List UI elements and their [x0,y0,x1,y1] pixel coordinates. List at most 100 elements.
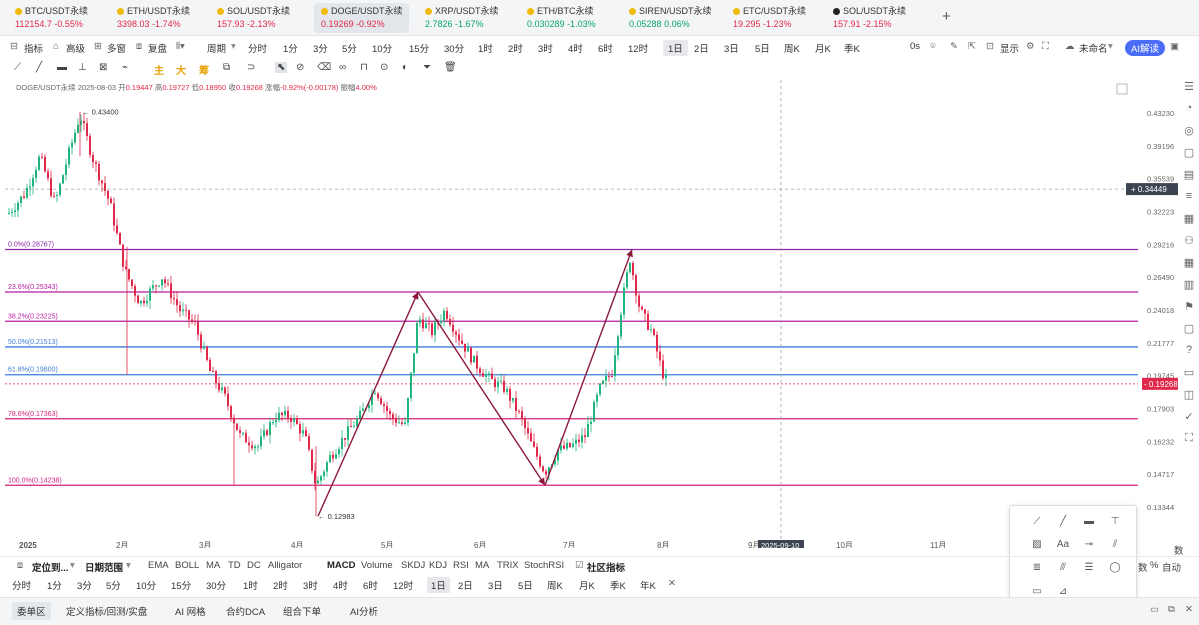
period-bar-button[interactable]: 3日 [488,581,503,592]
period-button[interactable]: 12时 [628,44,649,55]
ellipse-icon[interactable]: ◯ [1109,562,1121,573]
symbol-tab[interactable]: XRP/USDT永续 2.7826 -1.67% [418,3,505,33]
bottom-tab[interactable]: AI分析 [350,607,378,618]
period-button[interactable]: 季K [844,44,860,55]
main-indicator[interactable]: MA [206,560,221,571]
period-bar-button[interactable]: 2日 [458,581,473,592]
horizontal-ray-icon[interactable]: ⊸ [1084,539,1094,550]
period-bar-button[interactable]: 周K [547,581,563,592]
symbol-tab[interactable]: ETH/BTC永续 0.030289 -1.03% [520,3,602,33]
text-block-icon[interactable]: ≣ [1032,562,1042,573]
sub-indicator[interactable]: SKDJ [401,560,426,571]
period-button[interactable]: 周K [784,44,800,55]
indicator-icon[interactable]: ⊟ [10,41,18,52]
multi-window-button[interactable]: 多窗 [107,44,127,55]
main-indicator[interactable]: BOLL [175,560,200,571]
main-force-button[interactable]: 主 [154,66,164,77]
display-button[interactable]: 显示 [1000,44,1020,55]
symbol-tab[interactable]: SIREN/USDT永续 0.05288 0.06% [622,3,718,33]
community-indicators-button[interactable]: 社区指标 [587,563,626,574]
period-bar-button[interactable]: 5日 [518,581,533,592]
period-bar-button[interactable]: 1时 [243,581,258,592]
people-icon[interactable]: ⚇ [1184,235,1194,247]
symbol-tab[interactable]: SOL/USDT永续 157.91 -2.15% [826,3,912,33]
cursor-icon[interactable]: ⬉ [275,62,288,73]
trash-icon[interactable]: 🗑 [444,62,457,73]
grid-icon[interactable]: ▦ [1183,257,1195,269]
period-bar-button[interactable]: 月K [579,581,595,592]
sub-indicator[interactable]: MA [475,560,490,571]
close-icon[interactable]: ✕ [1185,604,1193,615]
symbol-tab[interactable]: SOL/USDT永续 157.93 -2.13% [210,3,296,33]
period-bar-button[interactable]: 5分 [106,581,121,592]
period-button[interactable]: 月K [815,44,831,55]
camera-icon[interactable]: ⌾ [930,41,936,52]
flag-icon[interactable]: ⚑ [1184,301,1194,313]
gear-icon[interactable]: ⚙ [1026,41,1035,52]
period-bar-button[interactable]: 6时 [363,581,378,592]
chat-icon[interactable]: ▢ [1183,147,1195,159]
period-bar-button[interactable]: 年K [640,581,656,592]
line-tool-icon[interactable]: ⟋ [14,62,21,73]
fib-retracement-icon[interactable]: ☰ [1084,562,1094,573]
ray-tool-icon[interactable]: ╱ [36,62,43,73]
period-button[interactable]: 分时 [248,44,268,55]
trend-line-icon[interactable]: ⟋ [1033,516,1041,527]
share-icon[interactable]: ⇱ [968,41,976,52]
watchlist-icon[interactable]: ☰ [1184,81,1194,93]
advanced-button[interactable]: 高级 [66,44,86,55]
rectangle-icon[interactable]: ▭ [1032,586,1042,597]
sub-indicator[interactable]: TRIX [497,560,519,571]
bottom-tab[interactable]: 定义指标/回测/实盘 [66,607,148,618]
visibility-icon[interactable]: ◐ [402,62,409,73]
sub-indicator[interactable]: StochRSI [524,560,565,571]
period-bar-button[interactable]: 1日 [427,577,450,593]
multi-window-icon[interactable]: ⊞ [94,41,102,52]
restore-icon[interactable]: ⧉ [1168,604,1175,615]
period-button[interactable]: 3时 [538,44,553,55]
channel-tool-icon[interactable]: ▬ [57,62,67,73]
image-icon[interactable]: ▨ [1032,539,1042,550]
ray-line-icon[interactable]: ╱ [1059,516,1067,527]
multi-line-icon[interactable]: ⫽ [1112,539,1118,550]
period-button[interactable]: 4时 [568,44,583,55]
chart-type-icon[interactable]: ⫴▾ [176,41,185,52]
period-bar-button[interactable]: 30分 [206,581,227,592]
layout-name[interactable]: 未命名 [1079,44,1108,55]
period-button[interactable]: 10分 [372,44,393,55]
period-button[interactable]: 30分 [444,44,465,55]
calendar-icon[interactable]: ▦ [1183,213,1195,225]
period-button[interactable]: 3日 [724,44,739,55]
brush-tool-icon[interactable]: ⌁ [122,62,129,73]
sub-indicator[interactable]: KDJ [429,560,447,571]
main-indicator[interactable]: TD [228,560,241,571]
vertical-line-icon[interactable]: ⊤ [1110,516,1120,527]
bell-icon[interactable]: ◔ [1185,102,1193,114]
period-button[interactable]: 3分 [313,44,328,55]
sub-indicator[interactable]: RSI [453,560,469,571]
close-icon[interactable]: ✕ [668,578,676,589]
period-bar-button[interactable]: 10分 [136,581,157,592]
period-button[interactable]: 1分 [283,44,298,55]
add-tab-button[interactable]: + [942,8,951,25]
pitchfork-icon[interactable]: ⫻ [1060,562,1066,573]
copy-icon[interactable]: ⧉ [223,62,231,73]
replay-button[interactable]: 复盘 [148,44,168,55]
period-bar-button[interactable]: 1分 [47,581,62,592]
period-button[interactable]: 1时 [478,44,493,55]
parallel-channel-icon[interactable]: ▬ [1084,516,1094,527]
period-bar-button[interactable]: 3分 [77,581,92,592]
book-icon[interactable]: ▤ [1183,169,1195,181]
pin-icon[interactable]: ✓ [1184,411,1194,423]
replay-icon[interactable]: ⧈ [136,41,143,52]
symbol-tab[interactable]: ETH/USDT永续 3398.03 -1.74% [110,3,196,33]
ai-interpret-button[interactable]: AI解读 [1125,40,1165,56]
pen-icon[interactable]: ✎ [950,41,958,52]
eraser-icon[interactable]: ⌫ [317,62,332,73]
list-icon[interactable]: ≡ [1185,190,1193,202]
period-button[interactable]: 2时 [508,44,523,55]
text-tool-icon[interactable]: Aa [1056,539,1070,550]
bottom-tab[interactable]: 委单区 [12,602,51,620]
locate-icon[interactable]: ⧈ [17,560,24,571]
period-bar-button[interactable]: 4时 [333,581,348,592]
